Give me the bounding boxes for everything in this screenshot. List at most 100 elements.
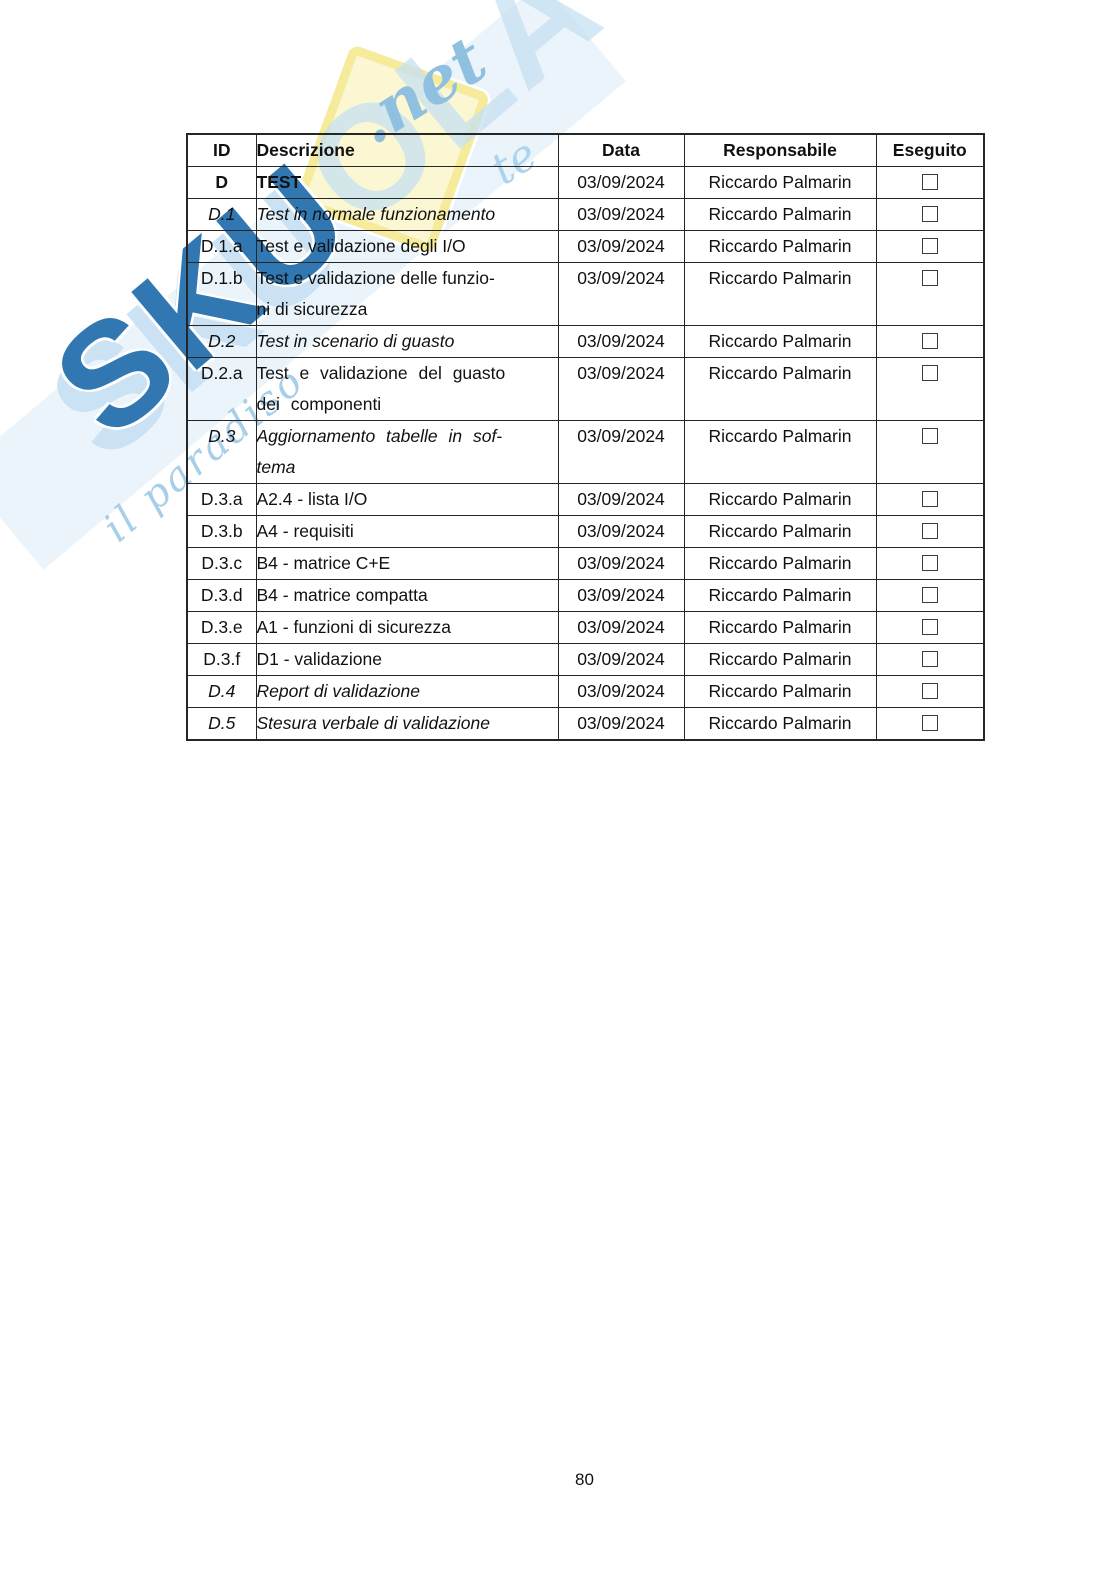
row-date-cell: 03/09/2024	[557, 707, 685, 741]
row-description-cell: TEST	[255, 166, 559, 199]
row-date-cell: 03/09/2024	[557, 230, 685, 263]
row-id-cell: D.2	[186, 325, 257, 358]
row-eseguito-cell	[875, 230, 985, 263]
row-eseguito-cell	[875, 420, 985, 484]
row-responsible-cell: Riccardo Palmarin	[683, 420, 877, 484]
table-row: D.1.b Test e validazione delle funzio- ni…	[186, 262, 985, 326]
table-row: D.4 Report di validazione 03/09/2024 Riccar…	[186, 675, 985, 708]
row-responsible-cell: Riccardo Palmarin	[683, 166, 877, 199]
checkbox-unchecked-icon	[921, 555, 938, 571]
row-description-cell: Aggiornamento tabelle in sof- tema	[255, 420, 559, 484]
row-date-cell: 03/09/2024	[557, 483, 685, 516]
row-responsible-cell: Riccardo Palmarin	[683, 357, 877, 421]
row-description-cell: A1 - funzioni di sicurezza	[255, 611, 559, 644]
table-row: D.3.a A2.4 - lista I/O 03/09/2024 Riccardo …	[186, 483, 985, 516]
validation-task-table: ID Descrizione Data Responsabile Eseguit…	[186, 133, 985, 741]
row-responsible-cell: Riccardo Palmarin	[683, 515, 877, 548]
table-row: D.3.e A1 - funzioni di sicurezza 03/09/202…	[186, 611, 985, 644]
row-eseguito-cell	[875, 675, 985, 708]
checkbox-unchecked-icon	[921, 238, 938, 254]
row-eseguito-cell	[875, 579, 985, 612]
row-responsible-cell: Riccardo Palmarin	[683, 707, 877, 741]
row-description-cell: Test in scenario di guasto	[255, 325, 559, 358]
header-data: Data	[557, 133, 685, 167]
row-eseguito-cell	[875, 325, 985, 358]
table-header-row: ID Descrizione Data Responsabile Eseguit…	[186, 133, 985, 167]
row-date-cell: 03/09/2024	[557, 262, 685, 326]
row-responsible-cell: Riccardo Palmarin	[683, 675, 877, 708]
table-row: D.3.c B4 - matrice C+E 03/09/2024 Riccardo …	[186, 547, 985, 580]
row-responsible-cell: Riccardo Palmarin	[683, 198, 877, 231]
row-responsible-cell: Riccardo Palmarin	[683, 483, 877, 516]
row-responsible-cell: Riccardo Palmarin	[683, 262, 877, 326]
checkbox-unchecked-icon	[921, 365, 938, 381]
row-date-cell: 03/09/2024	[557, 325, 685, 358]
table-row: D.3.b A4 - requisiti 03/09/2024 Riccardo Pa…	[186, 515, 985, 548]
table-row: D.5 Stesura verbale di validazione 03/09/2…	[186, 707, 985, 741]
row-responsible-cell: Riccardo Palmarin	[683, 230, 877, 263]
row-description-cell: B4 - matrice compatta	[255, 579, 559, 612]
row-eseguito-cell	[875, 262, 985, 326]
header-eseguito: Eseguito	[875, 133, 985, 167]
row-eseguito-cell	[875, 166, 985, 199]
row-date-cell: 03/09/2024	[557, 198, 685, 231]
table-row: D.3.f D1 - validazione 03/09/2024 Riccardo …	[186, 643, 985, 676]
header-id: ID	[186, 133, 257, 167]
row-eseguito-cell	[875, 643, 985, 676]
row-eseguito-cell	[875, 547, 985, 580]
row-responsible-cell: Riccardo Palmarin	[683, 643, 877, 676]
table-row: D.2 Test in scenario di guasto 03/09/2024 R…	[186, 325, 985, 358]
row-id-cell: D.4	[186, 675, 257, 708]
row-responsible-cell: Riccardo Palmarin	[683, 611, 877, 644]
checkbox-unchecked-icon	[921, 491, 938, 507]
row-description-cell: Stesura verbale di validazione	[255, 707, 559, 741]
row-id-cell: D.3.c	[186, 547, 257, 580]
row-id-cell: D.1.a	[186, 230, 257, 263]
row-id-cell: D.3.e	[186, 611, 257, 644]
row-date-cell: 03/09/2024	[557, 643, 685, 676]
row-responsible-cell: Riccardo Palmarin	[683, 547, 877, 580]
row-date-cell: 03/09/2024	[557, 611, 685, 644]
row-date-cell: 03/09/2024	[557, 675, 685, 708]
checkbox-unchecked-icon	[921, 206, 938, 222]
row-description-cell: Test e validazione degli I/O	[255, 230, 559, 263]
checkbox-unchecked-icon	[921, 619, 938, 635]
checkbox-unchecked-icon	[921, 428, 938, 444]
row-description-cell: Test e validazione delle funzio- ni di s…	[255, 262, 559, 326]
row-id-cell: D.3.f	[186, 643, 257, 676]
row-date-cell: 03/09/2024	[557, 166, 685, 199]
row-id-cell: D.1.b	[186, 262, 257, 326]
header-descrizione: Descrizione	[255, 133, 559, 167]
checkbox-unchecked-icon	[921, 587, 938, 603]
row-id-cell: D.2.a	[186, 357, 257, 421]
table-row: D TEST 03/09/2024 Riccardo Palmarin	[186, 166, 985, 199]
row-eseguito-cell	[875, 483, 985, 516]
row-id-cell: D.5	[186, 707, 257, 741]
row-id-cell: D.3	[186, 420, 257, 484]
header-responsabile: Responsabile	[683, 133, 877, 167]
row-eseguito-cell	[875, 198, 985, 231]
row-description-cell: Report di validazione	[255, 675, 559, 708]
row-eseguito-cell	[875, 515, 985, 548]
row-eseguito-cell	[875, 611, 985, 644]
row-date-cell: 03/09/2024	[557, 579, 685, 612]
checkbox-unchecked-icon	[921, 333, 938, 349]
checkbox-unchecked-icon	[921, 715, 938, 731]
row-description-cell: A2.4 - lista I/O	[255, 483, 559, 516]
checkbox-unchecked-icon	[921, 174, 938, 190]
row-id-cell: D.1	[186, 198, 257, 231]
checkbox-unchecked-icon	[921, 523, 938, 539]
table-row: D.3.d B4 - matrice compatta 03/09/2024 Ricc…	[186, 579, 985, 612]
checkbox-unchecked-icon	[921, 270, 938, 286]
row-description-cell: A4 - requisiti	[255, 515, 559, 548]
checkbox-unchecked-icon	[921, 683, 938, 699]
row-date-cell: 03/09/2024	[557, 420, 685, 484]
table-row: D.2.a Test e validazione del guasto dei c…	[186, 357, 985, 421]
checkbox-unchecked-icon	[921, 651, 938, 667]
row-description-cell: D1 - validazione	[255, 643, 559, 676]
row-responsible-cell: Riccardo Palmarin	[683, 579, 877, 612]
row-eseguito-cell	[875, 707, 985, 741]
row-date-cell: 03/09/2024	[557, 357, 685, 421]
table-row: D.1.a Test e validazione degli I/O 03/09/2…	[186, 230, 985, 263]
row-date-cell: 03/09/2024	[557, 515, 685, 548]
